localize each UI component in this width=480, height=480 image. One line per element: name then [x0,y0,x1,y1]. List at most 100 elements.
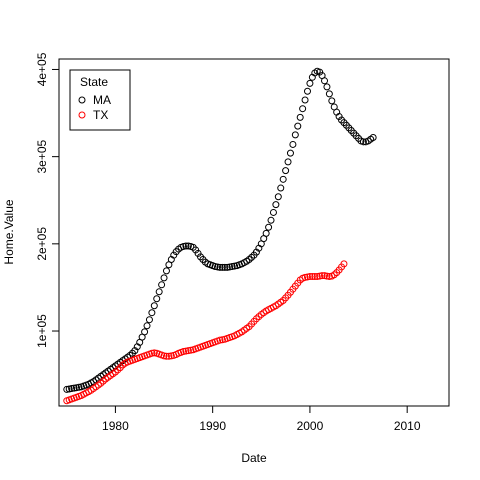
data-point-ma [284,158,292,166]
data-point-ma [150,302,158,310]
y-axis: 1e+05 2e+05 3e+05 4e+05 [35,52,60,348]
legend-label-tx: TX [93,108,108,122]
legend: State MA TX [69,69,131,131]
y-tick-label: 2e+05 [35,227,49,261]
data-point-ma [221,263,229,271]
data-point-ma [269,208,277,216]
y-axis-label: Home.Value [2,199,16,264]
data-point-ma [296,113,304,121]
x-tick-label: 1990 [199,419,226,433]
y-tick-label: 4e+05 [35,52,49,86]
data-point-ma [155,288,163,296]
data-point-ma [160,274,168,282]
data-point-tx [306,273,314,281]
data-point-tx [303,273,311,281]
data-point-ma [289,140,297,148]
data-point-ma [359,138,367,146]
data-point-ma [316,68,324,76]
data-point-tx [313,273,321,281]
data-point-tx [184,347,192,355]
data-point-ma [182,242,190,250]
data-point-ma [63,385,71,393]
legend-title: State [80,75,108,89]
data-point-ma [369,133,377,141]
data-point-ma [194,249,202,257]
data-point-tx [162,352,170,360]
data-point-ma [267,216,275,224]
data-point-ma [301,96,309,104]
points-layer [63,67,377,405]
data-point-ma [158,281,166,289]
data-point-ma [274,193,282,201]
y-tick-label: 1e+05 [35,314,49,348]
data-point-tx [150,349,158,357]
data-point-ma [262,229,270,237]
data-point-tx [160,352,168,360]
series-tx [63,260,348,405]
data-point-tx [325,273,333,281]
data-point-ma [211,263,219,270]
data-point-ma [282,167,290,175]
data-point-ma [148,309,156,317]
data-point-tx [311,273,319,281]
data-point-ma [265,223,273,231]
data-point-tx [321,272,329,280]
data-point-ma [192,246,200,254]
data-point-ma [216,263,224,271]
data-point-ma [286,149,294,157]
legend-marker-tx [78,111,86,119]
data-point-ma [299,105,307,113]
legend-label-ma: MA [93,93,111,107]
data-point-ma [65,385,73,393]
data-point-tx [179,348,187,356]
data-point-ma [335,113,343,121]
x-axis: 1980 1990 2000 2010 [102,405,421,433]
data-point-tx [316,272,324,280]
data-point-ma [294,122,302,130]
data-point-ma [75,383,83,391]
data-point-tx [308,273,316,281]
data-point-tx [216,336,224,344]
data-point-ma [70,384,78,392]
legend-box [69,69,131,131]
data-point-tx [187,346,195,354]
data-point-tx [340,260,348,268]
data-point-ma [179,242,187,250]
data-point-ma [145,316,153,324]
data-point-ma [306,79,314,87]
x-tick-label: 2000 [297,419,324,433]
data-point-ma [323,83,331,91]
data-point-ma [223,263,231,271]
data-point-tx [165,352,173,360]
data-point-ma [141,328,149,336]
data-point-tx [148,349,156,357]
data-point-ma [228,263,236,270]
data-point-tx [318,272,326,280]
data-point-ma [272,201,280,209]
data-point-ma [162,267,170,275]
data-point-ma [73,384,81,392]
data-point-tx [167,352,175,360]
data-point-tx [323,272,331,280]
legend-marker-ma [78,96,86,104]
x-tick-label: 2010 [394,419,421,433]
data-point-ma [143,322,151,330]
data-point-ma [303,87,311,95]
data-point-tx [218,336,226,344]
x-tick-label: 1980 [102,419,129,433]
data-point-ma [279,175,287,183]
data-point-ma [218,263,226,271]
data-point-ma [328,97,336,105]
data-point-tx [301,273,309,281]
data-point-ma [226,263,234,271]
y-tick-label: 3e+05 [35,139,49,173]
data-point-ma [231,262,239,270]
data-point-ma [321,77,329,85]
data-point-ma [277,184,285,192]
data-point-ma [325,90,333,98]
data-point-tx [182,347,190,355]
x-axis-label: Date [241,451,267,465]
data-point-ma [68,385,76,393]
data-point-ma [153,295,161,303]
